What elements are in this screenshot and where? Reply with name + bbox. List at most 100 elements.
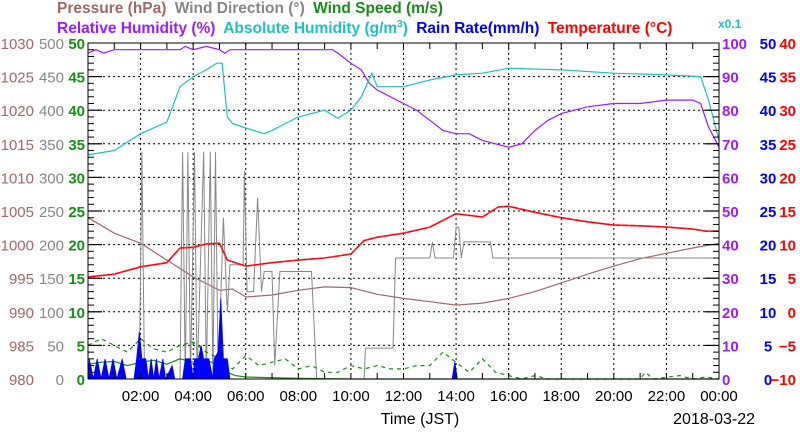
x-tick-label: 02:00 <box>122 388 160 405</box>
legend-row-1: Pressure (hPa) Wind Direction (°) Wind S… <box>57 0 447 18</box>
legend-absolute-humidity-text: Absolute Humidity (g/m <box>223 20 398 38</box>
wind-direction-tick-label: 0 <box>56 372 64 389</box>
x-tick-label: 14:00 <box>437 388 475 405</box>
grid <box>88 43 719 379</box>
date-label: 2018-03-22 <box>673 411 755 428</box>
ticks <box>88 43 719 379</box>
rain-rate-tick-label: 15 <box>760 271 777 288</box>
pressure-tick-label: 995 <box>9 271 34 288</box>
tick-labels: 02:00 04:00 06:00 08:00 10:00 12:00 14:00 16:00… <box>1 36 796 405</box>
temperature-tick-label: 20 <box>779 170 796 187</box>
x-tick-label: 00:00 <box>700 388 738 405</box>
wind-speed-tick-label: 30 <box>68 170 85 187</box>
pressure-tick-label: 980 <box>9 372 34 389</box>
pressure-tick-label: 985 <box>9 338 34 355</box>
legend-wind-direction: Wind Direction (°) <box>174 0 305 17</box>
temperature-tick-label: 0 <box>788 305 796 322</box>
relative-humidity-tick-label: 0 <box>722 372 730 389</box>
wind-speed-tick-label: 5 <box>77 338 85 355</box>
relative-humidity-line <box>87 45 720 148</box>
x-tick-label: 12:00 <box>385 388 423 405</box>
legend-pressure: Pressure (hPa) <box>57 0 167 17</box>
x-tick-label: 16:00 <box>490 388 528 405</box>
x-tick-label: 20:00 <box>595 388 633 405</box>
pressure-tick-label: 1030 <box>1 36 34 53</box>
pressure-tick-label: 990 <box>9 305 34 322</box>
wind-speed-tick-label: 20 <box>68 238 85 255</box>
x-tick-label: 04:00 <box>174 388 212 405</box>
temperature-tick-label: −5 <box>779 338 796 355</box>
legend-rain-rate: Rain Rate(mm/h) <box>416 20 540 38</box>
temperature-tick-label: 40 <box>779 36 796 53</box>
x-tick-label: 06:00 <box>227 388 265 405</box>
ah-multiplier-label: x0.1 <box>718 17 742 31</box>
pressure-tick-label: 1005 <box>1 204 34 221</box>
x-tick-label: 10:00 <box>332 388 370 405</box>
wind-direction-tick-label: 350 <box>39 137 64 154</box>
rain-rate-area <box>87 298 719 381</box>
wind-direction-tick-label: 500 <box>39 36 64 53</box>
relative-humidity-tick-label: 50 <box>722 204 739 221</box>
rain-rate-tick-label: 50 <box>760 36 777 53</box>
rain-rate-tick-label: 35 <box>760 137 777 154</box>
wind-direction-tick-label: 450 <box>39 70 64 87</box>
rain-rate-tick-label: 30 <box>760 170 777 187</box>
wind-speed-tick-label: 35 <box>68 137 85 154</box>
legend-absolute-humidity: Absolute Humidity (g/m3) <box>223 19 412 38</box>
wind-speed-tick-label: 45 <box>68 70 85 87</box>
legend-row-2: Relative Humidity (%) Absolute Humidity … <box>57 19 676 38</box>
relative-humidity-tick-label: 40 <box>722 238 739 255</box>
wind-speed-tick-label: 10 <box>68 305 85 322</box>
rain-rate-tick-label: 40 <box>760 103 777 120</box>
wind-speed-tick-label: 50 <box>68 36 85 53</box>
relative-humidity-tick-label: 10 <box>722 338 739 355</box>
absolute-humidity-g-m3-line <box>87 62 720 156</box>
temperature-dewpoint-overlay-line <box>87 205 719 278</box>
x-tick-label: 22:00 <box>648 388 686 405</box>
temperature-tick-label: 15 <box>779 204 796 221</box>
legend-wind-speed: Wind Speed (m/s) <box>313 0 444 17</box>
pressure-hpa-line <box>87 217 720 306</box>
wind-direction-tick-label: 150 <box>39 271 64 288</box>
pressure-tick-label: 1020 <box>1 103 34 120</box>
relative-humidity-tick-label: 30 <box>722 271 739 288</box>
wind-direction-tick-label: 100 <box>39 305 64 322</box>
temperature-tick-label: 35 <box>779 70 796 87</box>
relative-humidity-tick-label: 100 <box>722 36 747 53</box>
rain-rate-tick-label: 10 <box>760 305 777 322</box>
pressure-tick-label: 1010 <box>1 170 34 187</box>
temperature-tick-label: 5 <box>788 271 796 288</box>
temperature-tick-label: 25 <box>779 137 796 154</box>
rain-rate-tick-label: 20 <box>760 238 777 255</box>
legend-relative-humidity: Relative Humidity (%) <box>57 20 216 38</box>
series-layer <box>87 45 720 381</box>
pressure-tick-label: 1015 <box>1 137 34 154</box>
wind-direction-tick-label: 400 <box>39 103 64 120</box>
x-tick-label: 18:00 <box>542 388 580 405</box>
relative-humidity-tick-label: 70 <box>722 137 739 154</box>
wind-direction-tick-label: 50 <box>47 338 64 355</box>
x-tick-label: 08:00 <box>280 388 318 405</box>
wind-speed-tick-label: 40 <box>68 103 85 120</box>
temperature-tick-label: 30 <box>779 103 796 120</box>
relative-humidity-tick-label: 60 <box>722 170 739 187</box>
relative-humidity-tick-label: 90 <box>722 70 739 87</box>
wind-direction-line <box>88 151 719 380</box>
wind-speed-tick-label: 25 <box>68 204 85 221</box>
pressure-tick-label: 1025 <box>1 70 34 87</box>
temperature-c-line <box>87 205 719 278</box>
legend-absolute-humidity-sup: 3 <box>397 19 403 30</box>
temperature-tick-label: 10 <box>779 238 796 255</box>
legend-absolute-humidity-close: ) <box>402 20 408 38</box>
wind-speed-tick-label: 0 <box>77 372 85 389</box>
temperature-tick-label: −10 <box>771 372 796 389</box>
wind-speed-tick-label: 15 <box>68 271 85 288</box>
rain-rate-tick-label: 45 <box>760 70 777 87</box>
x-axis-title: Time (JST) <box>381 411 460 428</box>
pressure-tick-label: 1000 <box>1 238 34 255</box>
rain-rate-tick-label: 0 <box>764 372 772 389</box>
relative-humidity-tick-label: 80 <box>722 103 739 120</box>
wind-direction-tick-label: 300 <box>39 170 64 187</box>
rain-rate-tick-label: 25 <box>760 204 777 221</box>
